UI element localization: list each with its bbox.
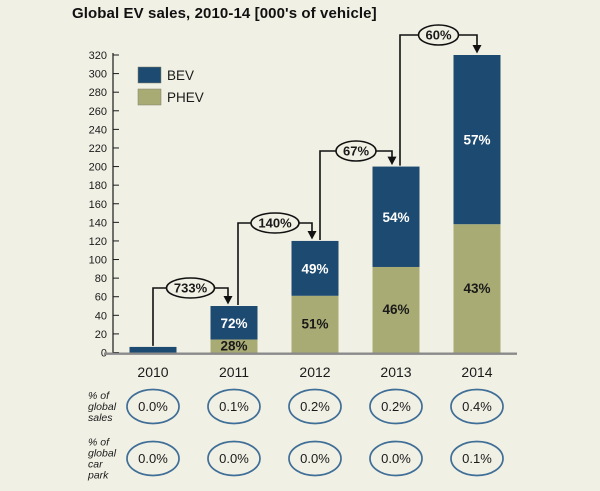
y-axis-tick-label: 300: [89, 69, 107, 81]
bar-2014-phev-segment: [453, 224, 501, 353]
growth-oval-2013: [335, 140, 377, 162]
y-axis-tick-label: 20: [95, 329, 107, 341]
footer-value-global-sales-share-2011: 0.1%: [219, 399, 249, 414]
footer-row-label-global-car-park-share: % of: [88, 437, 110, 449]
bar-2012-bev-segment: [291, 240, 339, 296]
x-axis-year-label-2013: 2013: [380, 364, 411, 380]
footer-value-global-sales-share-2014: 0.4%: [462, 399, 492, 414]
y-axis-tick-label: 160: [89, 199, 107, 211]
bev-share-label-2013: 54%: [382, 210, 409, 225]
footer-value-global-car-park-share-2012: 0.0%: [300, 451, 330, 466]
legend-label-bev: BEV: [167, 68, 194, 83]
footer-value-global-car-park-share-2013: 0.0%: [381, 451, 411, 466]
growth-label-2013: 67%: [343, 144, 369, 159]
bar-2013-bev-segment: [372, 166, 420, 267]
bar-2010-bev-segment: [129, 346, 177, 353]
growth-label-2014: 60%: [425, 28, 451, 43]
y-axis-tick-label: 80: [95, 273, 107, 285]
x-axis-year-label-2011: 2011: [219, 364, 249, 380]
bar-2012-phev-segment: [291, 295, 339, 353]
growth-arrow-head-2014: [472, 45, 482, 54]
y-axis-tick-label: 240: [89, 124, 107, 136]
y-axis-tick-label: 220: [89, 143, 107, 155]
bar-2014-bev-segment: [453, 55, 501, 225]
bev-share-label-2014: 57%: [463, 133, 490, 148]
y-axis-tick-label: 320: [89, 50, 107, 62]
x-axis-year-label-2010: 2010: [137, 364, 168, 380]
footer-row-label-global-sales-share: sales: [88, 412, 113, 424]
y-axis-tick-label: 40: [95, 310, 107, 322]
y-axis-tick-label: 200: [89, 162, 107, 174]
y-axis-tick-label: 100: [89, 255, 107, 267]
x-axis-year-label-2012: 2012: [299, 364, 330, 380]
footer-row-label-global-car-park-share: global: [88, 448, 117, 460]
y-axis-tick-label: 260: [89, 106, 107, 118]
footer-oval-global-sales-share-2014: [450, 388, 504, 425]
footer-oval-global-car-park-share-2012: [288, 440, 342, 477]
footer-oval-global-car-park-share-2010: [126, 440, 180, 477]
footer-oval-global-sales-share-2010: [126, 388, 180, 425]
footer-row-label-global-car-park-share: park: [87, 470, 109, 482]
phev-share-label-2011: 28%: [220, 338, 247, 353]
bar-2011-bev-segment: [210, 306, 258, 340]
footer-row-label-global-car-park-share: car: [88, 459, 103, 471]
y-axis-tick-label: 0: [101, 348, 107, 360]
footer-value-global-car-park-share-2011: 0.0%: [219, 451, 249, 466]
chart-title: Global EV sales, 2010-14 [000's of vehic…: [72, 5, 377, 22]
x-axis-year-label-2014: 2014: [461, 364, 492, 380]
footer-oval-global-sales-share-2013: [369, 388, 423, 425]
footer-value-global-car-park-share-2014: 0.1%: [462, 451, 492, 466]
y-axis-tick-label: 140: [89, 217, 107, 229]
footer-oval-global-car-park-share-2014: [450, 440, 504, 477]
bar-2013-phev-segment: [372, 266, 420, 353]
footer-value-global-sales-share-2013: 0.2%: [381, 399, 411, 414]
y-axis-tick-label: 280: [89, 87, 107, 99]
footer-row-label-global-sales-share: global: [88, 401, 117, 413]
y-axis-tick-label: 60: [95, 292, 107, 304]
bev-share-label-2012: 49%: [301, 261, 328, 276]
phev-share-label-2014: 43%: [463, 281, 490, 296]
growth-label-2012: 140%: [258, 216, 292, 231]
legend-swatch-phev: [137, 88, 162, 106]
growth-arrow-head-2013: [387, 156, 397, 166]
y-axis-tick-label: 120: [89, 236, 107, 248]
legend-label-phev: PHEV: [167, 90, 204, 105]
phev-share-label-2013: 46%: [382, 302, 409, 317]
phev-share-label-2012: 51%: [301, 317, 328, 332]
footer-oval-global-car-park-share-2013: [369, 440, 423, 477]
legend-swatch-bev: [137, 66, 162, 84]
bar-2011-phev-segment: [210, 339, 258, 353]
footer-value-global-sales-share-2010: 0.0%: [138, 399, 168, 414]
bev-share-label-2011: 72%: [220, 316, 247, 331]
footer-value-global-sales-share-2012: 0.2%: [300, 399, 330, 414]
footer-oval-global-car-park-share-2011: [207, 440, 261, 477]
y-axis-tick-label: 180: [89, 180, 107, 192]
growth-arrow-head-2012: [307, 230, 317, 240]
footer-oval-global-sales-share-2012: [288, 388, 342, 425]
growth-oval-2011: [165, 277, 216, 299]
growth-oval-2012: [250, 212, 300, 234]
footer-row-label-global-sales-share: % of: [88, 390, 110, 402]
growth-label-2011: 733%: [174, 281, 208, 296]
growth-arrow-head-2011: [223, 296, 233, 305]
footer-value-global-car-park-share-2010: 0.0%: [138, 451, 168, 466]
footer-oval-global-sales-share-2011: [207, 388, 261, 425]
growth-oval-2014: [417, 24, 460, 46]
